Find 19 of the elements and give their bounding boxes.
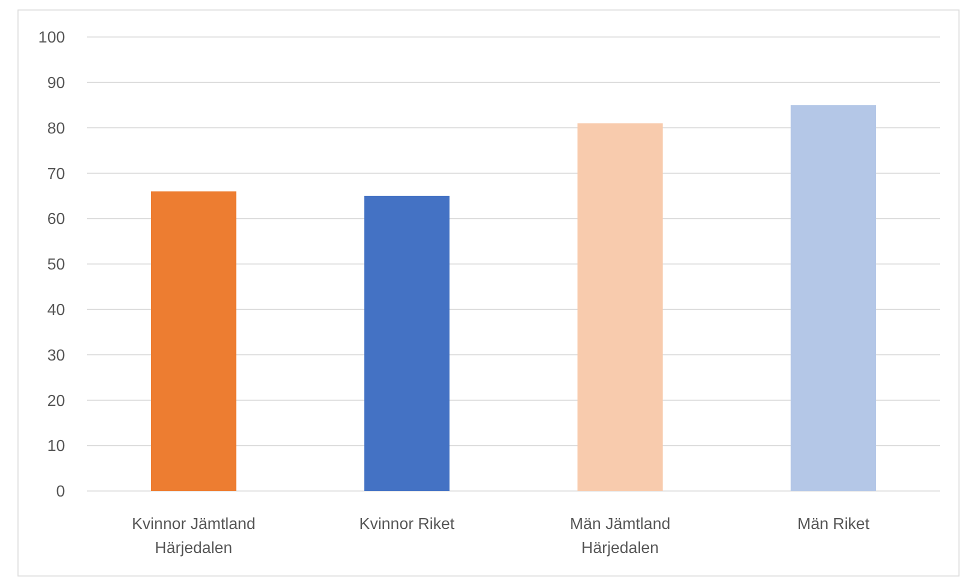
x-tick-label: Män Riket xyxy=(797,516,870,533)
x-tick-label: Män Jämtland Härjedalen xyxy=(570,516,670,557)
x-tick-label: Kvinnor Jämtland Härjedalen xyxy=(132,516,256,557)
y-tick-label: 70 xyxy=(47,166,66,183)
y-tick-label: 80 xyxy=(47,120,66,138)
y-tick-label: 0 xyxy=(56,484,66,501)
y-tick-label: 100 xyxy=(38,30,66,47)
y-tick-label: 90 xyxy=(47,75,66,92)
y-tick-label: 20 xyxy=(47,392,66,410)
x-tick-label: Kvinnor Riket xyxy=(359,516,455,533)
y-tick-label: 40 xyxy=(47,302,66,319)
y-tick-label: 10 xyxy=(47,438,66,456)
bar xyxy=(364,196,450,491)
bar xyxy=(150,191,236,491)
bar xyxy=(790,105,876,491)
bar xyxy=(577,123,663,491)
y-tick-label: 30 xyxy=(47,347,66,364)
y-tick-label: 60 xyxy=(47,211,66,228)
y-tick-label: 50 xyxy=(47,256,66,274)
